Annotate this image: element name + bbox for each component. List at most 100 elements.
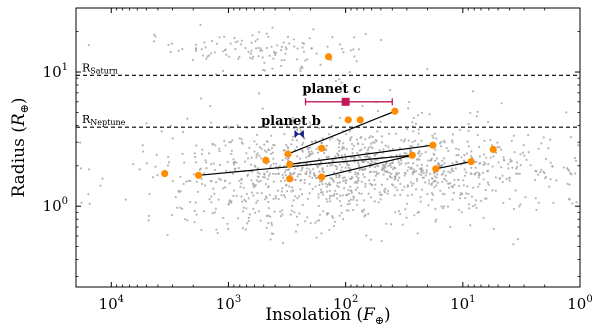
background-point [353, 55, 356, 58]
background-point [328, 181, 331, 185]
background-point [359, 136, 362, 140]
background-point [436, 173, 439, 176]
background-point [236, 124, 239, 127]
background-point [270, 147, 274, 150]
reference-label-RSaturn: RSaturn [82, 61, 118, 75]
background-point [266, 177, 269, 181]
background-point [434, 159, 437, 162]
background-point [248, 213, 252, 216]
background-point [218, 163, 222, 166]
background-point [283, 171, 286, 174]
background-point [304, 172, 307, 175]
background-point [353, 160, 356, 163]
connection-line [435, 161, 472, 170]
background-point [295, 139, 298, 142]
background-point [334, 79, 338, 83]
background-point [306, 58, 309, 61]
background-point [201, 182, 204, 186]
background-point [228, 200, 231, 203]
background-point [236, 40, 239, 43]
background-point [252, 194, 255, 197]
background-point [223, 139, 226, 142]
background-point [519, 203, 522, 206]
background-point [201, 148, 204, 151]
background-point [285, 184, 288, 187]
background-point [415, 170, 418, 173]
background-point [278, 164, 281, 168]
background-point [239, 43, 242, 46]
background-point [378, 149, 381, 152]
background-point [430, 157, 433, 160]
background-point [318, 184, 321, 187]
background-point [420, 111, 424, 114]
background-point [179, 206, 182, 209]
reference-label-RNeptune: RNeptune [82, 113, 126, 127]
background-point [455, 161, 459, 164]
background-point [317, 193, 320, 196]
background-point [263, 143, 266, 146]
background-point [247, 216, 250, 219]
y-axis-label: Radius (R⊕) [9, 97, 31, 197]
background-point [272, 180, 275, 183]
background-point [467, 129, 470, 132]
background-point [459, 193, 462, 196]
background-point [260, 147, 263, 150]
background-point [451, 198, 454, 201]
background-point [322, 210, 325, 213]
background-point [426, 67, 429, 71]
background-point [410, 193, 413, 196]
background-point [195, 49, 198, 52]
background-point [515, 172, 518, 175]
background-point [233, 37, 236, 40]
background-point [256, 152, 259, 155]
background-point [232, 158, 235, 161]
background-point [465, 171, 468, 174]
background-point [367, 212, 370, 215]
background-point [294, 195, 297, 198]
background-point [288, 42, 291, 45]
background-point [299, 129, 302, 132]
background-point [440, 140, 443, 144]
background-point [483, 139, 486, 142]
background-point [317, 196, 320, 199]
background-point [272, 172, 275, 175]
background-point [214, 144, 217, 147]
background-point [174, 196, 177, 199]
background-point [258, 172, 261, 175]
background-point [257, 92, 261, 95]
background-point [257, 46, 260, 50]
background-point [401, 223, 404, 226]
background-point [280, 190, 284, 193]
background-point [469, 111, 472, 114]
background-point [500, 166, 503, 169]
background-point [299, 67, 302, 70]
background-point [379, 193, 382, 196]
background-point [296, 47, 299, 50]
background-point [290, 190, 293, 193]
background-point [465, 152, 468, 155]
background-point [248, 146, 251, 149]
background-point [160, 130, 163, 133]
background-point [166, 233, 169, 236]
background-point [345, 133, 348, 136]
connection-line [198, 154, 413, 176]
background-point [182, 130, 185, 134]
background-point [273, 210, 276, 213]
background-point [357, 142, 360, 146]
background-point [463, 154, 466, 157]
connection-line [321, 154, 413, 178]
background-point [548, 185, 551, 188]
background-point [353, 36, 356, 39]
background-point [260, 49, 264, 52]
background-point [320, 142, 323, 145]
background-point [189, 200, 192, 204]
background-point [382, 173, 385, 176]
background-point [336, 138, 339, 141]
background-point [329, 183, 332, 186]
background-point [441, 159, 444, 162]
background-point [291, 186, 294, 189]
background-point [230, 149, 233, 152]
background-point [451, 167, 454, 170]
background-point [200, 48, 203, 51]
background-point [396, 179, 400, 182]
